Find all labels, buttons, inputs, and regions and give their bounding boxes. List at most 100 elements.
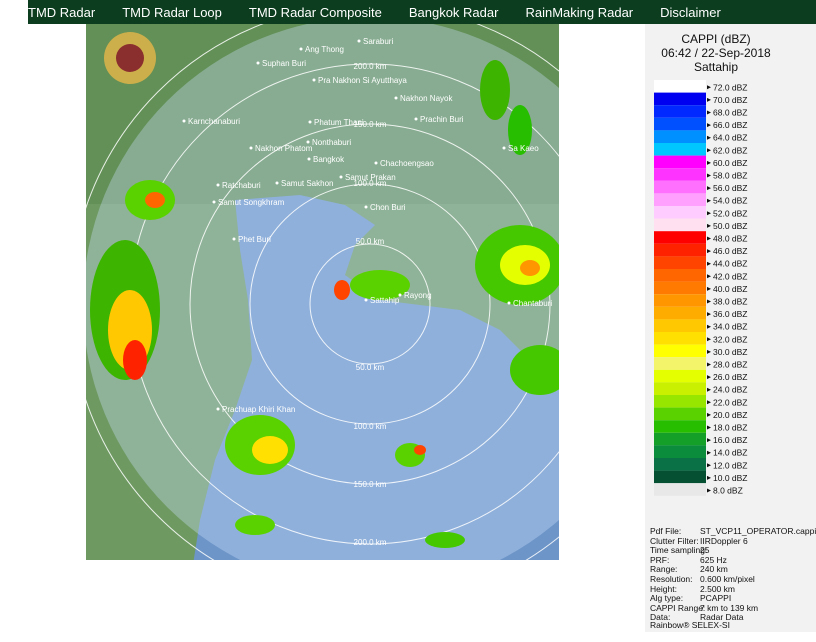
range-label: 150.0 km xyxy=(354,120,387,129)
info-value: 0.600 km/pixel xyxy=(700,574,755,584)
info-value: PCAPPI xyxy=(700,593,732,604)
city-label: Nakhon Phatom xyxy=(255,144,313,153)
nav-link[interactable]: Disclaimer xyxy=(660,5,721,20)
tick xyxy=(707,148,711,153)
city-dot xyxy=(339,175,343,179)
city-label: Ang Thong xyxy=(305,45,344,54)
scale-label: 52.0 dBZ xyxy=(713,208,748,218)
info-row: Pdf File: ST_VCP11_OPERATOR.cappi xyxy=(650,526,816,536)
color-swatch xyxy=(654,407,706,421)
tick xyxy=(707,110,711,115)
tick xyxy=(707,400,711,405)
color-swatch xyxy=(654,180,706,194)
city-dot xyxy=(394,96,398,100)
logo xyxy=(104,32,156,84)
city-label: Prachin Buri xyxy=(420,115,464,124)
color-swatch xyxy=(654,256,706,269)
info-value: 25 xyxy=(700,545,710,556)
tick xyxy=(707,160,711,165)
scale-label: 66.0 dBZ xyxy=(713,120,748,130)
range-label: 200.0 km xyxy=(354,538,387,547)
scale-label: 68.0 dBZ xyxy=(713,108,748,118)
info-value: IIRDoppler 6 xyxy=(700,535,748,546)
scale-label: 8.0 dBZ xyxy=(713,486,743,496)
city-label: Sa Kaeo xyxy=(508,144,539,153)
city-label: Pra Nakhon Si Ayutthaya xyxy=(318,76,407,85)
city-label: Ratchaburi xyxy=(222,181,261,190)
tick xyxy=(707,211,711,216)
info-key: CAPPI Range: xyxy=(650,602,706,613)
color-swatch xyxy=(654,294,706,307)
info-row: Data: Radar Data xyxy=(650,612,743,622)
city-dot xyxy=(364,298,368,302)
scale-label: 26.0 dBZ xyxy=(713,372,748,382)
city-label: Trat xyxy=(567,347,582,356)
tick xyxy=(707,425,711,430)
nav-link[interactable]: TMD Radar Loop xyxy=(122,5,222,20)
tick xyxy=(707,236,711,241)
color-swatch xyxy=(654,382,706,395)
tick xyxy=(707,438,711,443)
nav-link[interactable]: Bangkok Radar xyxy=(408,5,499,20)
nav-link[interactable]: TMD Radar Composite xyxy=(248,5,382,20)
color-swatch xyxy=(654,357,706,370)
info-row: Resolution: 0.600 km/pixel xyxy=(650,574,755,584)
range-label: 150.0 km xyxy=(354,480,387,489)
color-swatch xyxy=(654,445,706,458)
color-swatch xyxy=(654,369,706,383)
color-swatch xyxy=(654,458,706,471)
color-swatch xyxy=(654,218,706,232)
tick xyxy=(707,324,711,329)
range-label: 100.0 km xyxy=(354,422,387,431)
scale-label: 32.0 dBZ xyxy=(713,334,748,344)
info-row: Time sampling:25 xyxy=(650,545,709,555)
scale-label: 48.0 dBZ xyxy=(713,234,748,244)
tick xyxy=(707,463,711,468)
city-label: Nonthaburi xyxy=(312,138,351,147)
tick xyxy=(707,274,711,279)
color-swatch xyxy=(654,231,706,244)
scale-label: 14.0 dBZ xyxy=(713,448,748,458)
city-dot xyxy=(308,120,312,124)
land-north xyxy=(86,24,559,204)
city-label: Phet Buri xyxy=(238,235,271,244)
color-swatch xyxy=(654,344,706,358)
scale-label: 24.0 dBZ xyxy=(713,385,748,395)
info-key: Alg type: xyxy=(650,593,684,604)
city-dot xyxy=(256,61,260,65)
nav-link[interactable]: RainMaking Radar xyxy=(525,5,634,20)
info-row: Clutter Filter:IIRDoppler 6 xyxy=(650,536,748,546)
city-dot xyxy=(507,301,511,305)
scale-label: 54.0 dBZ xyxy=(713,196,748,206)
scale-label: 58.0 dBZ xyxy=(713,171,748,181)
nav-link[interactable]: TMD Radar xyxy=(28,5,96,20)
info-key: Resolution: xyxy=(650,574,693,584)
nav-bar: TMD Radar TMD Radar Loop TMD Radar Composi… xyxy=(28,0,816,24)
tick xyxy=(707,387,711,392)
city-label: Saraburi xyxy=(363,37,393,46)
tick xyxy=(707,475,711,480)
city-label: Phatum Thani xyxy=(314,118,364,127)
color-swatch xyxy=(654,168,706,181)
info-value: 2.500 km xyxy=(700,583,735,594)
tick xyxy=(707,97,711,102)
tick xyxy=(707,349,711,354)
scale-label: 72.0 dBZ xyxy=(713,82,748,92)
city-label: Chon Buri xyxy=(370,203,406,212)
range-label: 100.0 km xyxy=(354,179,387,188)
city-dot xyxy=(307,157,311,161)
range-label: 50.0 km xyxy=(356,237,385,246)
city-dot xyxy=(249,146,253,150)
info-row: Range: 240 km xyxy=(650,564,728,574)
scale-label: 50.0 dBZ xyxy=(713,221,748,231)
city-label: Samut Songkhram xyxy=(218,198,285,207)
scale-label: 34.0 dBZ xyxy=(713,322,748,332)
legend-panel: CAPPI (dBZ) 06:42 / 22-Sep-2018 Sattahip… xyxy=(645,24,816,632)
radar-echoes xyxy=(90,60,559,548)
color-swatch xyxy=(654,143,706,156)
color-swatch xyxy=(654,332,706,345)
city-dot xyxy=(212,200,216,204)
city-dot xyxy=(275,181,279,185)
scale-label: 70.0 dBZ xyxy=(713,95,748,105)
color-swatch xyxy=(654,281,706,295)
